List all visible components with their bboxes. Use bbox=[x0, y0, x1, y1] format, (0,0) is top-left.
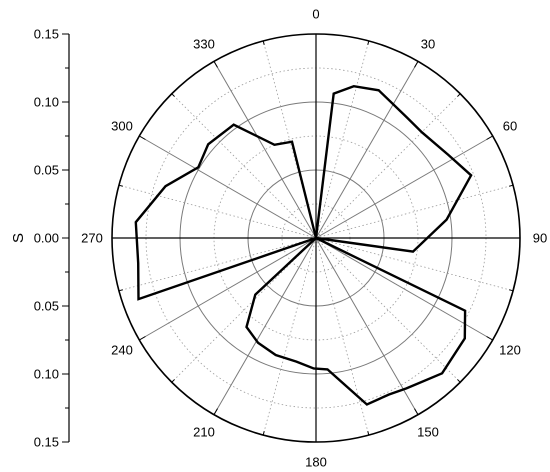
series-line bbox=[134, 84, 473, 406]
radial-tick-label: 0.15 bbox=[34, 435, 59, 450]
major-grid-spoke bbox=[213, 61, 317, 239]
radial-tick-label: 0.05 bbox=[34, 163, 59, 178]
angle-axis: 0 30 60 90 120 150 180 210 240 270 300 330 bbox=[81, 7, 547, 470]
outer-tick bbox=[171, 93, 175, 97]
outer-tick bbox=[171, 379, 175, 383]
radial-tick-label: 0.00 bbox=[34, 231, 59, 246]
major-grid-spoke bbox=[139, 135, 317, 239]
minor-grid-spoke bbox=[118, 184, 317, 239]
radial-tick-label: 0.10 bbox=[34, 367, 59, 382]
outer-tick bbox=[509, 184, 514, 187]
angle-label: 0 bbox=[312, 7, 319, 22]
major-grid-spoke bbox=[213, 237, 317, 415]
minor-grid-spoke bbox=[315, 40, 370, 239]
outer-tick bbox=[486, 135, 493, 140]
minor-grid-spoke bbox=[315, 93, 461, 239]
polar-grid bbox=[111, 33, 521, 443]
minor-grid-spoke bbox=[171, 93, 317, 239]
radial-tick-label: 0.10 bbox=[34, 95, 59, 110]
major-grid-spoke bbox=[315, 237, 419, 415]
outer-tick bbox=[414, 408, 419, 415]
outer-tick bbox=[457, 93, 461, 97]
radial-tick-label: 0.15 bbox=[34, 27, 59, 42]
radial-tick-label: 0.05 bbox=[34, 299, 59, 314]
outer-ticks bbox=[112, 34, 520, 442]
minor-grid-spoke bbox=[315, 237, 514, 292]
angle-label: 30 bbox=[421, 37, 435, 52]
angle-label: 270 bbox=[81, 231, 103, 246]
outer-tick bbox=[509, 289, 514, 292]
angle-label: 180 bbox=[305, 455, 327, 470]
outer-tick bbox=[213, 408, 218, 415]
major-grid-spoke bbox=[315, 61, 419, 239]
minor-grid-spoke bbox=[315, 237, 461, 383]
angle-label: 120 bbox=[499, 343, 521, 358]
major-grid-spoke bbox=[315, 135, 493, 239]
angle-label: 240 bbox=[111, 343, 133, 358]
major-grid-spoke bbox=[315, 237, 493, 341]
angle-label: 300 bbox=[111, 119, 133, 134]
angle-label: 210 bbox=[193, 424, 215, 439]
outer-tick bbox=[262, 431, 265, 436]
major-grid-spoke bbox=[139, 237, 317, 341]
outer-tick bbox=[213, 61, 218, 68]
angle-label: 60 bbox=[503, 119, 517, 134]
angle-label: 330 bbox=[193, 37, 215, 52]
outer-tick bbox=[118, 184, 123, 187]
data-series bbox=[134, 84, 473, 406]
outer-tick bbox=[139, 135, 146, 140]
outer-tick bbox=[486, 336, 493, 341]
angle-label: 150 bbox=[417, 424, 439, 439]
angle-label: 90 bbox=[533, 231, 547, 246]
outer-tick bbox=[414, 61, 419, 68]
outer-tick bbox=[262, 40, 265, 45]
outer-tick bbox=[367, 431, 370, 436]
outer-tick bbox=[139, 336, 146, 341]
outer-tick bbox=[457, 379, 461, 383]
y-axis-title: S bbox=[10, 233, 27, 243]
outer-tick bbox=[367, 40, 370, 45]
minor-grid-spoke bbox=[262, 237, 317, 436]
radial-axis: 0.15 0.10 0.05 0.00 0.05 0.10 0.15 bbox=[34, 27, 70, 450]
outer-tick bbox=[118, 289, 123, 292]
